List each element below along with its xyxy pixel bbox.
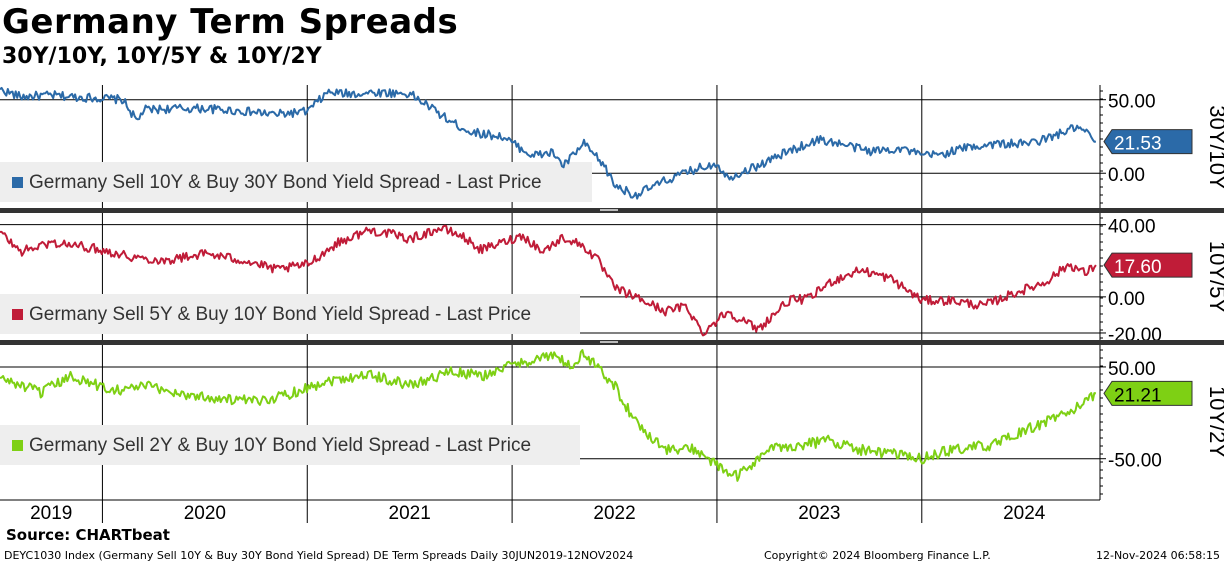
y-tick-label: 0.00 [1108, 289, 1145, 310]
y-tick-label: 50.00 [1108, 92, 1156, 113]
chart-subtitle: 30Y/10Y, 10Y/5Y & 10Y/2Y [2, 44, 322, 69]
last-value-badge [1103, 129, 1193, 155]
x-tick-label: 2020 [184, 503, 226, 524]
y-tick-label: 50.00 [1108, 359, 1156, 380]
y-tick-label: 40.00 [1108, 217, 1156, 238]
panel-axis-label: 10Y/5Y [1205, 241, 1224, 313]
footer-timestamp: 12-Nov-2024 06:58:15 [1095, 549, 1220, 562]
footer-copyright: Copyright© 2024 Bloomberg Finance L.P. [764, 549, 991, 562]
footer-index-description: DEYC1030 Index (Germany Sell 10Y & Buy 3… [4, 549, 634, 562]
series-line [0, 349, 1097, 482]
legend-box [0, 425, 580, 465]
legend-swatch [12, 309, 23, 320]
x-tick-label: 2023 [798, 503, 840, 524]
x-tick-label: 2024 [1003, 503, 1046, 524]
panel-separator-grip [600, 341, 618, 343]
panel-separator-grip [600, 209, 618, 211]
legend-box [0, 162, 592, 202]
legend-label: Germany Sell 5Y & Buy 10Y Bond Yield Spr… [29, 304, 531, 325]
panel-axis-label: 10Y/2Y [1205, 386, 1224, 458]
legend-swatch [12, 440, 23, 451]
series-line [0, 224, 1097, 337]
source-label: Source: CHARTbeat [6, 526, 170, 544]
last-value-badge [1103, 380, 1193, 406]
series-line [0, 86, 1096, 200]
x-tick-label: 2019 [30, 503, 72, 524]
last-value-text: 21.21 [1114, 385, 1162, 406]
legend-label: Germany Sell 2Y & Buy 10Y Bond Yield Spr… [29, 435, 531, 456]
legend-box [0, 294, 580, 334]
x-tick-label: 2021 [389, 503, 431, 524]
legend-label: Germany Sell 10Y & Buy 30Y Bond Yield Sp… [29, 172, 542, 193]
chart-title: Germany Term Spreads [2, 2, 459, 42]
y-tick-label: -50.00 [1108, 451, 1162, 472]
panel-axis-label: 30Y/10Y [1205, 105, 1224, 190]
last-value-text: 21.53 [1114, 134, 1162, 155]
legend-swatch [12, 177, 23, 188]
last-value-text: 17.60 [1114, 257, 1162, 278]
x-tick-label: 2022 [593, 503, 635, 524]
last-value-badge [1103, 252, 1193, 278]
y-tick-label: 0.00 [1108, 165, 1145, 186]
